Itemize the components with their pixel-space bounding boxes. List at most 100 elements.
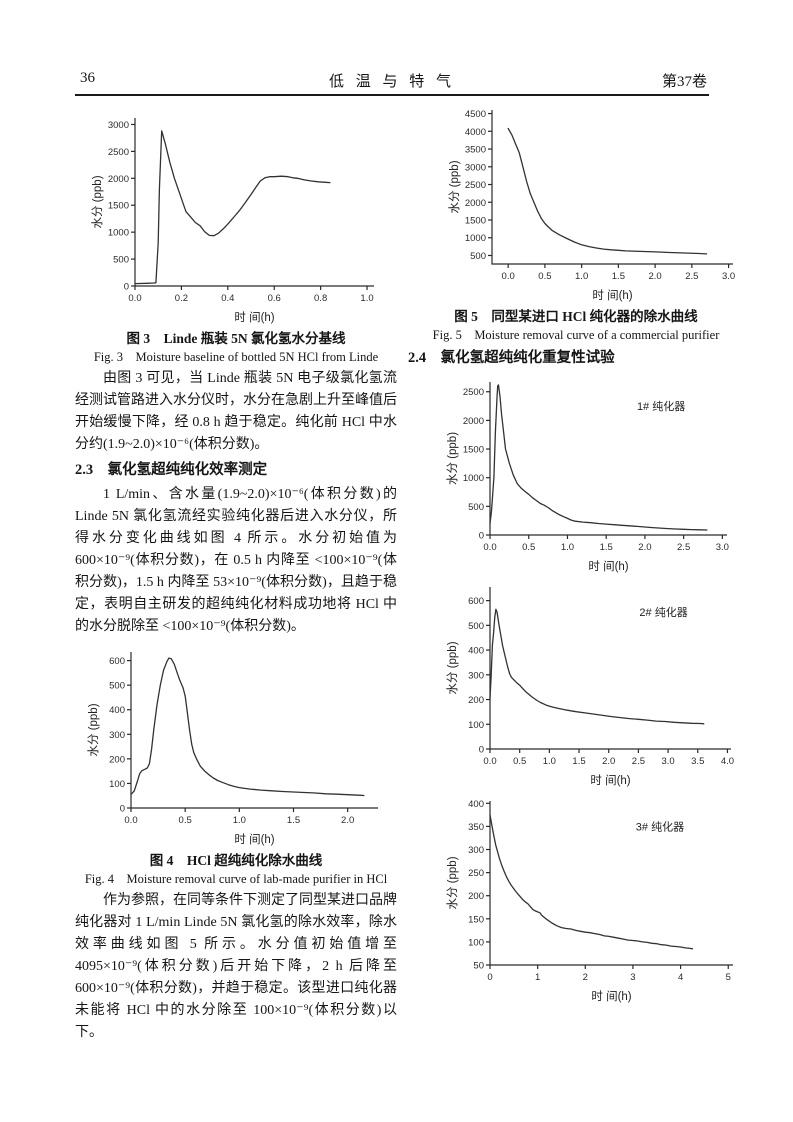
svg-text:100: 100 <box>468 937 484 948</box>
svg-text:2: 2 <box>583 972 588 983</box>
purifier3-chart: 0 1 2 3 4 5 50 100 150 200 250 300 350 400 时 间(h) 水分 (p… <box>444 791 746 1005</box>
svg-text:100: 100 <box>109 779 125 790</box>
svg-text:2500: 2500 <box>463 387 484 398</box>
svg-text:500: 500 <box>468 502 484 513</box>
purifier-2-plot: 0.0 0.5 1.0 1.5 2.0 2.5 3.0 3.5 4.0 0 100 200 300 400… <box>446 587 734 787</box>
svg-text:时 间(h): 时 间(h) <box>234 833 274 846</box>
svg-text:2.0: 2.0 <box>341 815 354 826</box>
svg-text:0: 0 <box>120 804 125 815</box>
paragraph-fig3-discussion: 由图 3 可见，当 Linde 瓶装 5N 电子级氯化氢流经测试管路进入水分仪时… <box>75 371 397 452</box>
header-divider <box>75 94 709 96</box>
svg-text:1.0: 1.0 <box>575 271 588 282</box>
svg-text:0.6: 0.6 <box>268 293 281 304</box>
figure5-caption-cn: 图 5 同型某进口 HCl 纯化器的除水曲线 <box>454 309 698 324</box>
svg-text:2500: 2500 <box>465 180 486 191</box>
svg-text:0.0: 0.0 <box>128 293 141 304</box>
purifier1-chart: 0.0 0.5 1.0 1.5 2.0 2.5 3.0 0 500 1000 1500 2000 250… <box>444 372 740 575</box>
svg-text:水分 (ppb): 水分 (ppb) <box>446 641 459 694</box>
svg-text:1.0: 1.0 <box>233 815 246 826</box>
purifier-1-plot: 0.0 0.5 1.0 1.5 2.0 2.5 3.0 0 500 1000 1500 2000 250… <box>446 382 729 573</box>
svg-text:250: 250 <box>468 868 484 879</box>
volume-label: 第37卷 <box>661 74 707 90</box>
svg-text:1500: 1500 <box>108 201 129 212</box>
svg-text:150: 150 <box>468 914 484 925</box>
svg-text:100: 100 <box>468 720 484 731</box>
svg-text:500: 500 <box>113 255 129 266</box>
svg-text:1.5: 1.5 <box>612 271 625 282</box>
page-number: 36 <box>80 70 95 86</box>
svg-text:1000: 1000 <box>108 228 129 239</box>
svg-text:0: 0 <box>479 531 484 542</box>
svg-text:500: 500 <box>470 251 486 262</box>
svg-text:1# 纯化器: 1# 纯化器 <box>637 399 685 413</box>
svg-text:0.8: 0.8 <box>314 293 327 304</box>
svg-text:3000: 3000 <box>108 120 129 131</box>
svg-text:时 间(h): 时 间(h) <box>588 560 628 573</box>
svg-text:3.0: 3.0 <box>661 756 674 767</box>
figure4-caption-en: Fig. 4 Moisture removal curve of lab-mad… <box>84 872 388 886</box>
svg-text:3.0: 3.0 <box>722 271 735 282</box>
svg-text:时 间(h): 时 间(h) <box>590 774 630 787</box>
svg-text:1: 1 <box>535 972 540 983</box>
paragraph-fig5-discussion: 作为参照，在同等条件下测定了同型某进口品牌纯化器对 1 L/min Linde … <box>75 893 397 1040</box>
fig5-plot: 0.0 0.5 1.0 1.5 2.0 2.5 3.0 500 1000 1500 2000 2500… <box>448 109 735 302</box>
purifier-3-plot: 0 1 2 3 4 5 50 100 150 200 250 300 350 400 时 间(h) 水分 (p… <box>446 799 733 1003</box>
svg-text:300: 300 <box>468 670 484 681</box>
svg-text:3# 纯化器: 3# 纯化器 <box>636 819 684 833</box>
page-header: 36 低 温 与 特 气 第37卷 <box>75 70 709 90</box>
svg-text:600: 600 <box>109 656 125 667</box>
svg-text:300: 300 <box>468 845 484 856</box>
svg-text:2500: 2500 <box>108 147 129 158</box>
svg-text:2000: 2000 <box>108 174 129 185</box>
svg-text:0.0: 0.0 <box>483 542 496 553</box>
svg-text:时 间(h): 时 间(h) <box>234 311 274 324</box>
svg-text:2.0: 2.0 <box>602 756 615 767</box>
svg-text:0: 0 <box>487 972 492 983</box>
svg-text:1500: 1500 <box>463 445 484 456</box>
svg-text:2# 纯化器: 2# 纯化器 <box>639 605 687 619</box>
svg-text:1.0: 1.0 <box>561 542 574 553</box>
svg-text:4.0: 4.0 <box>721 756 734 767</box>
svg-text:3500: 3500 <box>465 145 486 156</box>
svg-text:0.0: 0.0 <box>124 815 137 826</box>
svg-text:3.5: 3.5 <box>691 756 704 767</box>
svg-text:2.5: 2.5 <box>632 756 645 767</box>
figure4-caption-cn: 图 4 HCl 超纯纯化除水曲线 <box>149 853 323 868</box>
svg-text:1.5: 1.5 <box>287 815 300 826</box>
section-heading-2-4: 2.4 氯化氢超纯纯化重复性试验 <box>408 350 615 366</box>
svg-text:水分 (ppb): 水分 (ppb) <box>91 175 104 228</box>
svg-text:200: 200 <box>468 695 484 706</box>
section-heading-2-3: 2.3 氯化氢超纯纯化效率测定 <box>75 462 268 478</box>
svg-text:时 间(h): 时 间(h) <box>591 990 631 1003</box>
svg-text:5: 5 <box>726 972 731 983</box>
svg-text:1000: 1000 <box>465 233 486 244</box>
svg-text:500: 500 <box>468 621 484 632</box>
svg-text:2.0: 2.0 <box>638 542 651 553</box>
svg-text:1.0: 1.0 <box>543 756 556 767</box>
svg-text:0: 0 <box>479 745 484 756</box>
svg-text:300: 300 <box>109 730 125 741</box>
svg-text:400: 400 <box>468 799 484 810</box>
svg-text:1.0: 1.0 <box>360 293 373 304</box>
svg-text:水分 (ppb): 水分 (ppb) <box>446 856 459 909</box>
svg-text:4: 4 <box>678 972 683 983</box>
svg-text:0.5: 0.5 <box>522 542 535 553</box>
svg-text:500: 500 <box>109 681 125 692</box>
svg-text:0: 0 <box>124 282 129 293</box>
figure5-chart: 0.0 0.5 1.0 1.5 2.0 2.5 3.0 500 1000 1500 2000 2500… <box>446 100 746 304</box>
svg-text:2.0: 2.0 <box>649 271 662 282</box>
left-column: 0.0 0.2 0.4 0.6 0.8 1.0 0 500 1000 1500 2000 2500 30… <box>75 108 397 1044</box>
svg-text:4500: 4500 <box>465 109 486 120</box>
svg-text:4000: 4000 <box>465 127 486 138</box>
svg-text:2000: 2000 <box>465 198 486 209</box>
svg-text:水分 (ppb): 水分 (ppb) <box>448 160 461 213</box>
svg-text:0.5: 0.5 <box>513 756 526 767</box>
svg-text:1.5: 1.5 <box>600 542 613 553</box>
svg-text:3.0: 3.0 <box>716 542 729 553</box>
svg-text:1500: 1500 <box>465 216 486 227</box>
svg-text:400: 400 <box>468 646 484 657</box>
figure4-chart: 0.0 0.5 1.0 1.5 2.0 0 100 200 300 400 500 600 时 间(h)… <box>85 642 391 848</box>
svg-text:0.5: 0.5 <box>538 271 551 282</box>
svg-text:时 间(h): 时 间(h) <box>592 289 632 302</box>
